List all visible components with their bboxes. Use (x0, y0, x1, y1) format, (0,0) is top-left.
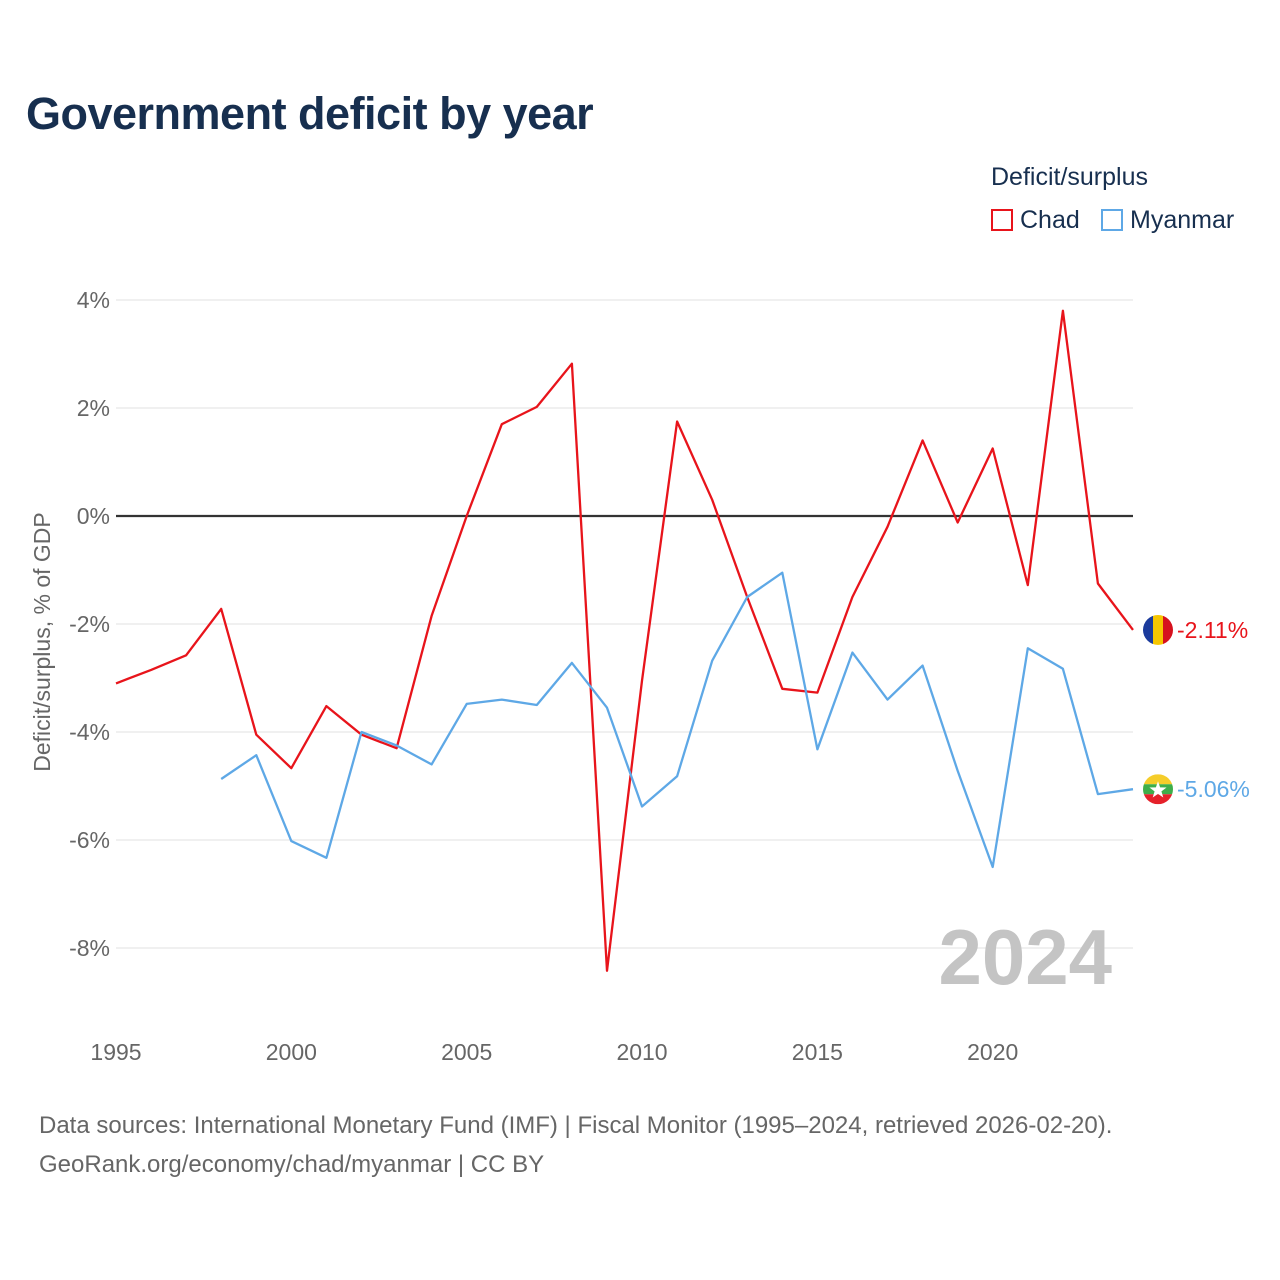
data-point-myanmar[interactable] (288, 838, 294, 844)
data-point-myanmar[interactable] (323, 855, 329, 861)
data-point-chad[interactable] (849, 594, 855, 600)
flag-stripe (1143, 774, 1173, 785)
x-tick-label: 1995 (90, 1039, 141, 1065)
data-point-chad[interactable] (429, 613, 435, 619)
data-point-myanmar[interactable] (534, 702, 540, 708)
data-point-chad[interactable] (183, 652, 189, 658)
legend-swatch-myanmar (1101, 209, 1123, 231)
data-point-myanmar[interactable] (218, 776, 224, 782)
data-point-myanmar[interactable] (253, 752, 259, 758)
flag-stripe (1143, 614, 1153, 645)
data-point-myanmar[interactable] (674, 773, 680, 779)
data-point-myanmar[interactable] (1130, 786, 1136, 792)
x-tick-label: 2015 (792, 1039, 843, 1065)
data-point-chad[interactable] (604, 968, 610, 974)
flag-stripe (1153, 614, 1163, 645)
data-point-myanmar[interactable] (885, 697, 891, 703)
data-point-chad[interactable] (218, 606, 224, 612)
y-tick-label: -6% (69, 827, 110, 853)
data-point-chad[interactable] (709, 497, 715, 503)
data-point-myanmar[interactable] (604, 705, 610, 711)
flag-icon-myanmar (1143, 774, 1173, 805)
data-point-myanmar[interactable] (358, 729, 364, 735)
data-point-chad[interactable] (253, 732, 259, 738)
data-point-chad[interactable] (674, 419, 680, 425)
y-tick-label: 4% (77, 287, 110, 313)
data-point-myanmar[interactable] (849, 650, 855, 656)
flag-star (1149, 781, 1167, 798)
legend-label-chad: Chad (1020, 205, 1080, 234)
data-point-chad[interactable] (288, 765, 294, 771)
year-watermark: 2024 (938, 913, 1112, 1001)
data-point-chad[interactable] (499, 421, 505, 427)
end-label-myanmar: -5.06% (1177, 776, 1250, 802)
legend-label-myanmar: Myanmar (1130, 205, 1235, 234)
y-tick-label: 2% (77, 395, 110, 421)
data-point-chad[interactable] (990, 446, 996, 452)
data-point-chad[interactable] (113, 680, 119, 686)
data-point-myanmar[interactable] (1095, 791, 1101, 797)
data-point-myanmar[interactable] (394, 743, 400, 749)
legend-swatch-chad (991, 209, 1013, 231)
data-point-myanmar[interactable] (709, 658, 715, 664)
data-point-myanmar[interactable] (1025, 645, 1031, 651)
data-point-myanmar[interactable] (955, 768, 961, 774)
data-point-myanmar[interactable] (744, 594, 750, 600)
sources-line-1: Data sources: International Monetary Fun… (39, 1112, 1113, 1139)
data-point-myanmar[interactable] (569, 660, 575, 666)
y-tick-label: -2% (69, 611, 110, 637)
x-tick-label: 2005 (441, 1039, 492, 1065)
data-point-chad[interactable] (534, 404, 540, 410)
chart-title: Government deficit by year (26, 88, 594, 139)
data-point-chad[interactable] (885, 524, 891, 530)
data-point-chad[interactable] (1095, 581, 1101, 587)
legend-item-myanmar[interactable]: Myanmar (1101, 204, 1234, 236)
data-point-myanmar[interactable] (499, 697, 505, 703)
data-point-myanmar[interactable] (920, 663, 926, 669)
series-line-chad (115, 309, 1134, 972)
end-label-chad: -2.11% (1177, 617, 1248, 643)
data-point-chad[interactable] (779, 686, 785, 692)
data-point-chad[interactable] (814, 690, 820, 696)
y-tick-label: -8% (69, 935, 110, 961)
data-point-myanmar[interactable] (429, 761, 435, 767)
data-point-myanmar[interactable] (1060, 666, 1066, 672)
data-point-myanmar[interactable] (779, 570, 785, 576)
flag-stripe (1163, 614, 1173, 645)
data-point-chad[interactable] (148, 667, 154, 673)
data-point-chad[interactable] (639, 678, 645, 684)
x-tick-label: 2000 (266, 1039, 317, 1065)
legend-item-chad[interactable]: Chad (991, 204, 1080, 236)
y-tick-label: -4% (69, 719, 110, 745)
data-point-chad[interactable] (1025, 582, 1031, 588)
data-point-myanmar[interactable] (814, 746, 820, 752)
data-point-myanmar[interactable] (464, 701, 470, 707)
data-point-myanmar[interactable] (990, 864, 996, 870)
y-axis-label: Deficit/surplus, % of GDP (29, 512, 55, 771)
data-sources: Data sources: International Monetary Fun… (39, 1106, 1112, 1184)
data-point-chad[interactable] (955, 519, 961, 525)
series-line-myanmar (220, 571, 1134, 869)
data-point-chad[interactable] (464, 513, 470, 519)
x-tick-label: 2020 (967, 1039, 1018, 1065)
sources-line-2[interactable]: GeoRank.org/economy/chad/myanmar | CC BY (39, 1151, 545, 1178)
legend-title: Deficit/surplus (991, 163, 1148, 191)
data-point-chad[interactable] (569, 361, 575, 367)
data-point-chad[interactable] (1130, 627, 1136, 633)
data-point-myanmar[interactable] (639, 804, 645, 810)
data-point-chad[interactable] (323, 703, 329, 709)
data-point-chad[interactable] (920, 437, 926, 443)
y-tick-label: 0% (77, 503, 110, 529)
flag-icon-chad (1143, 614, 1173, 645)
x-tick-label: 2010 (616, 1039, 667, 1065)
flag-stripe (1143, 794, 1173, 805)
data-point-chad[interactable] (1060, 308, 1066, 314)
